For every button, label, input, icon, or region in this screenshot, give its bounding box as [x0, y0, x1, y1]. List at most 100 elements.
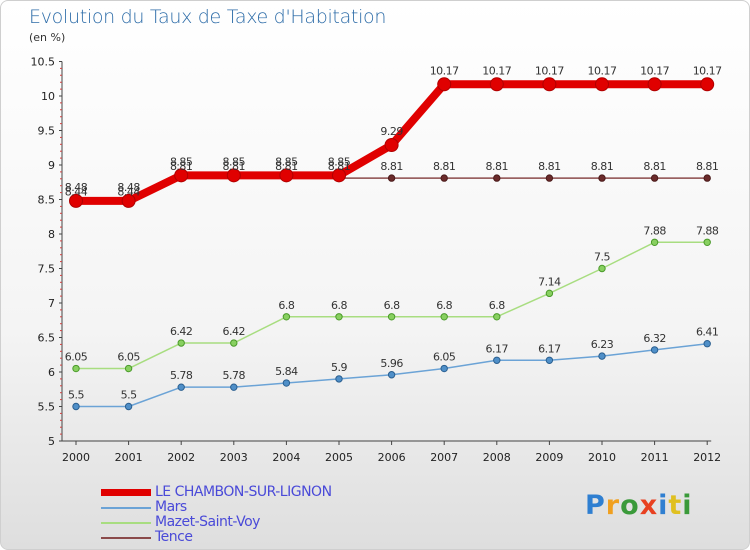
logo-letter: i	[658, 490, 669, 521]
data-label-le-chambon: 8.85	[223, 155, 246, 168]
data-label-tence: 8.81	[328, 160, 351, 173]
x-tick-label: 2002	[167, 451, 195, 464]
data-label-mars: 6.05	[433, 351, 456, 364]
data-label-tence: 8.81	[486, 160, 509, 173]
point-le-chambon	[595, 77, 609, 92]
data-label-mars: 6.41	[696, 326, 719, 339]
point-tence	[545, 174, 554, 182]
data-label-tence: 8.81	[170, 160, 193, 173]
legend-item-tence: Tence	[101, 530, 501, 545]
point-mars	[335, 375, 343, 383]
data-label-tence: 8.81	[591, 160, 614, 173]
unit-label: (en %)	[29, 31, 66, 44]
y-tick-label: 7.5	[38, 263, 56, 276]
axes: 5 5.5 6 6.5 7 7.5 8 8.5 9 9.5 10 10.5 2000 2001 2002 20…	[31, 56, 722, 465]
x-tick-label: 2011	[641, 451, 669, 464]
y-tick-label: 8.5	[38, 194, 56, 207]
point-le-chambon	[489, 77, 504, 92]
y-tick-label: 9	[48, 159, 55, 172]
point-le-chambon	[174, 168, 189, 183]
point-mars	[703, 340, 711, 348]
point-le-chambon	[121, 193, 136, 208]
data-label-tence: 8.81	[643, 160, 666, 173]
data-label-mazet: 6.05	[65, 351, 88, 364]
data-label-tence: 8.81	[538, 160, 561, 173]
legend-label: LE CHAMBON-SUR-LIGNON	[155, 484, 332, 500]
point-mazet	[440, 313, 448, 321]
legend-label: Mazet-Saint-Voy	[155, 514, 260, 530]
point-le-chambon	[384, 137, 399, 152]
y-tick-label: 10.5	[31, 56, 56, 69]
legend-item-le-chambon: LE CHAMBON-SUR-LIGNON	[101, 485, 501, 500]
data-label-mars: 6.23	[591, 338, 614, 351]
data-label-tence: 8.44	[65, 186, 88, 199]
legend-label: Mars	[155, 499, 187, 515]
point-mars	[650, 346, 659, 354]
point-mazet	[124, 364, 133, 373]
data-label-le-chambon: 8.85	[328, 155, 351, 168]
data-label-mazet: 6.42	[223, 325, 246, 338]
x-tick-label: 2009	[535, 451, 563, 464]
data-label-mazet: 7.14	[538, 275, 561, 288]
point-mars	[440, 364, 448, 373]
logo-letter: P	[585, 490, 606, 521]
data-label-tence: 8.81	[275, 160, 298, 173]
data-label-mazet: 6.8	[384, 299, 400, 312]
data-label-le-chambon: 8.85	[275, 155, 298, 168]
point-tence	[598, 174, 606, 182]
y-tick-label: 5	[48, 435, 55, 448]
point-mazet	[703, 238, 711, 246]
y-tick-label: 9.5	[38, 125, 56, 138]
data-label-le-chambon: 8.48	[65, 181, 88, 194]
x-tick-label: 2000	[62, 451, 90, 464]
point-mazet	[72, 364, 80, 373]
point-mars	[72, 402, 80, 411]
data-label-mazet: 6.42	[170, 325, 193, 338]
point-le-chambon	[332, 168, 346, 183]
data-label-le-chambon: 10.17	[640, 64, 669, 77]
point-mars	[282, 379, 291, 387]
y-tick-label: 5.5	[38, 401, 56, 414]
point-le-chambon	[647, 77, 662, 92]
x-tick-label: 2007	[430, 451, 458, 464]
data-label-mars: 5.5	[121, 389, 137, 402]
legend-label: Tence	[155, 529, 193, 545]
legend-swatch-le-chambon	[101, 489, 151, 496]
point-mazet	[598, 264, 606, 273]
data-label-le-chambon: 9.29	[380, 125, 403, 138]
point-mars	[230, 383, 238, 391]
point-le-chambon	[226, 168, 241, 183]
point-tence	[650, 174, 659, 182]
data-label-mars: 6.32	[643, 332, 666, 345]
data-label-mazet: 6.05	[117, 351, 140, 364]
point-mars	[124, 402, 133, 411]
legend-item-mazet: Mazet-Saint-Voy	[101, 515, 501, 530]
point-le-chambon	[69, 193, 83, 208]
point-mazet	[650, 238, 659, 246]
legend-swatch-mazet	[101, 522, 151, 524]
data-label-mars: 5.9	[331, 361, 347, 374]
point-mazet	[335, 313, 343, 321]
logo-letter: o	[620, 490, 640, 521]
data-label-le-chambon: 10.17	[588, 64, 617, 77]
data-label-mazet: 6.8	[489, 299, 505, 312]
legend-item-mars: Mars	[101, 500, 501, 515]
data-label-mars: 5.96	[380, 357, 403, 370]
data-label-mazet: 6.8	[278, 299, 294, 312]
x-tick-label: 2004	[272, 451, 300, 464]
legend-swatch-mars	[101, 507, 151, 509]
y-tick-label: 6	[48, 366, 55, 379]
point-le-chambon	[542, 77, 557, 92]
data-label-le-chambon: 8.48	[117, 181, 140, 194]
y-tick-label: 7	[48, 297, 55, 310]
proxiti-logo: Proxiti	[585, 490, 693, 521]
legend-swatch-tence	[101, 537, 151, 539]
point-mars	[493, 356, 501, 364]
logo-letter: i	[682, 490, 693, 521]
point-tence	[703, 174, 711, 182]
point-mazet	[282, 313, 291, 321]
logo-letter: x	[639, 490, 659, 521]
data-label-tence: 8.81	[380, 160, 403, 173]
data-label-tence: 8.44	[117, 186, 140, 199]
